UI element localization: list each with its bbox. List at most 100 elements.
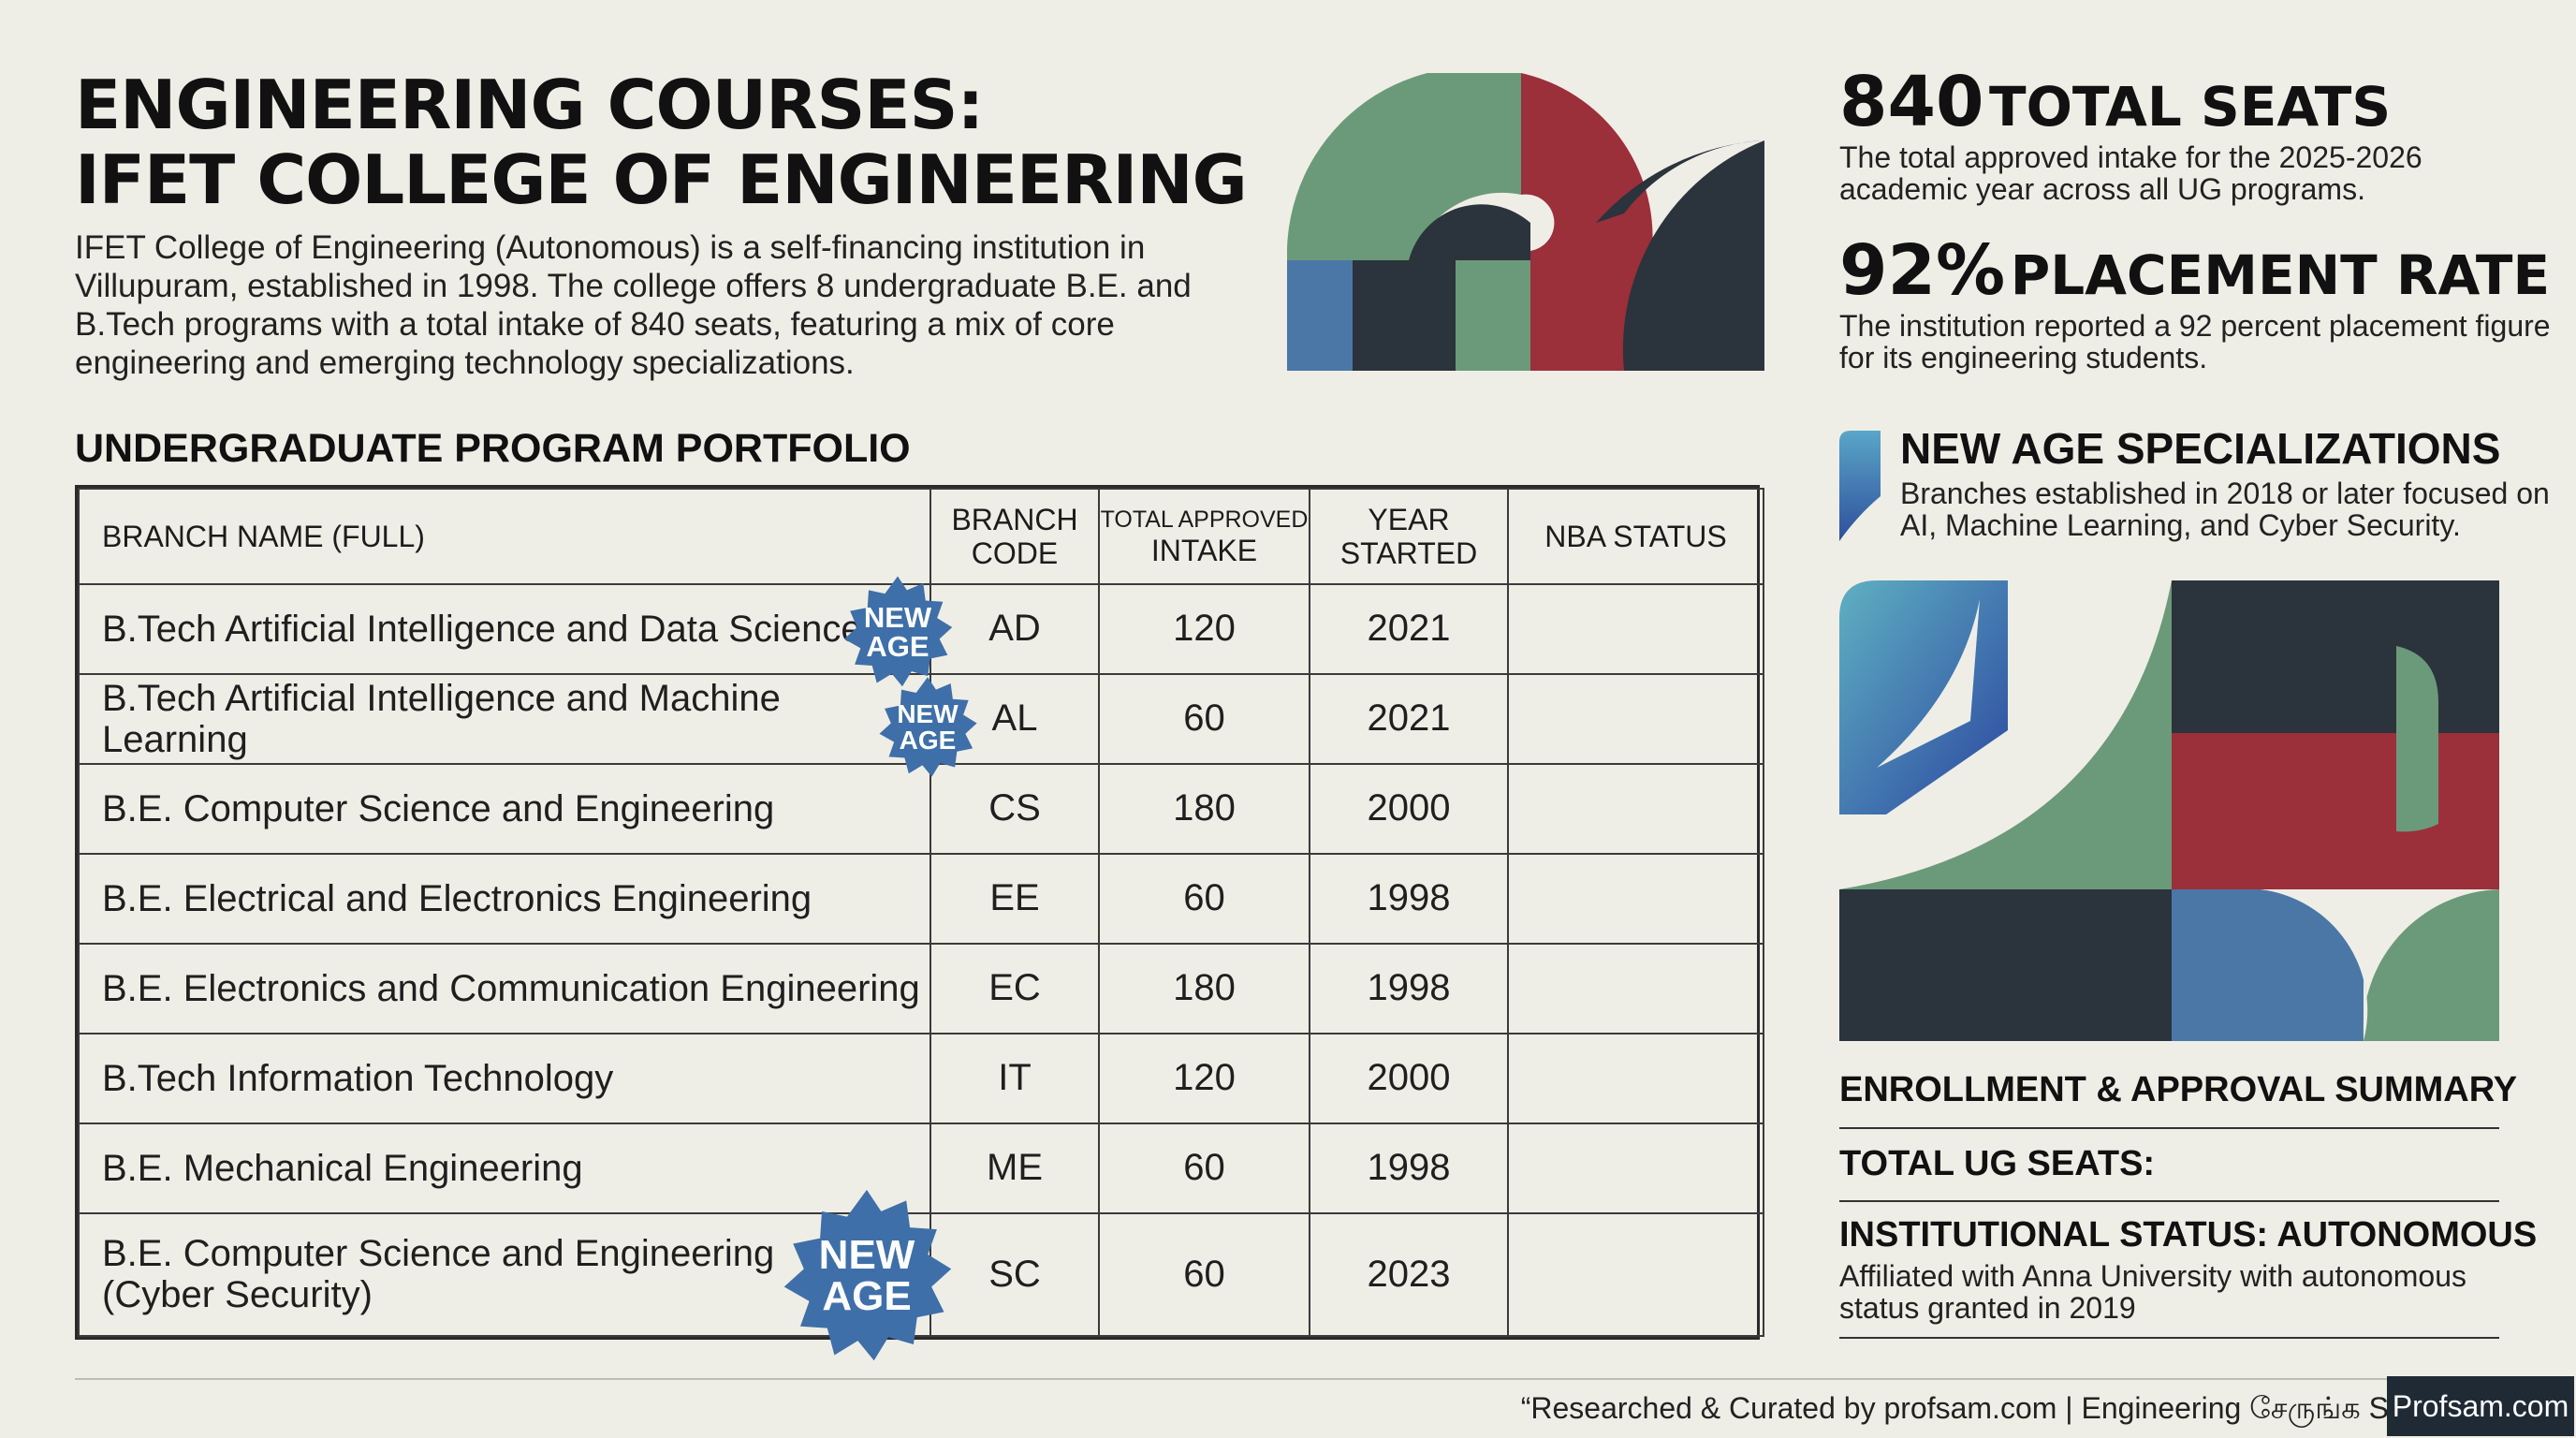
- badge-line2: AGE: [899, 725, 957, 755]
- branch-name: B.Tech Information Technology: [78, 1032, 931, 1124]
- total-seats-number: 840: [1839, 62, 1984, 142]
- new-age-badge: NEW AGE: [875, 675, 980, 780]
- year-started: 1998: [1309, 852, 1509, 945]
- placement-number: 92%: [1839, 230, 2006, 311]
- portfolio-heading: UNDERGRADUATE PROGRAM PORTFOLIO: [75, 426, 911, 471]
- col-header-branch-code-line1: BRANCH: [951, 503, 1078, 536]
- branch-name-text: B.Tech Artificial Intelligence and Machi…: [102, 677, 781, 760]
- col-header-intake: TOTAL APPROVED INTAKE: [1098, 488, 1310, 585]
- total-seats-desc: The total approved intake for the 2025-2…: [1839, 140, 2422, 206]
- badge-star-icon: [783, 1189, 952, 1360]
- branch-name-line2: (Cyber Security): [102, 1274, 373, 1316]
- profsam-logo[interactable]: Profsam.com: [2387, 1376, 2574, 1436]
- new-age-accent-icon: [1839, 431, 1881, 541]
- branch-code: AD: [929, 583, 1100, 675]
- col-header-intake-line1: TOTAL APPROVED: [1100, 506, 1309, 533]
- nba-status: [1507, 942, 1764, 1034]
- col-header-branch-code-line2: CODE: [971, 536, 1059, 570]
- total-seats-stat: 840 TOTAL SEATS: [1839, 62, 2391, 142]
- branch-code: SC: [929, 1211, 1100, 1338]
- nba-status: [1507, 583, 1764, 675]
- institutional-status-label: INSTITUTIONAL STATUS: AUTONOMOUS: [1839, 1215, 2538, 1255]
- summary-title: ENROLLMENT & APPROVAL SUMMARY: [1839, 1070, 2518, 1109]
- summary-divider: [1839, 1200, 2499, 1202]
- page-title: ENGINEERING COURSES: IFET COLLEGE OF ENG…: [75, 67, 1292, 217]
- year-started: 2023: [1309, 1211, 1509, 1338]
- branch-code: EE: [929, 852, 1100, 945]
- table-row: B.Tech Artificial Intelligence and Data …: [78, 576, 1764, 687]
- branch-name: B.E. Computer Science and Engineering (C…: [78, 1189, 952, 1360]
- year-started: 1998: [1309, 1122, 1509, 1214]
- table-row: B.E. Computer Science and Engineering (C…: [78, 1189, 1764, 1360]
- nba-status: [1507, 672, 1764, 765]
- branch-name: B.E. Mechanical Engineering: [78, 1122, 931, 1214]
- nba-status: [1507, 1122, 1764, 1214]
- summary-divider: [1839, 1337, 2499, 1339]
- table-row: B.E. Mechanical Engineering ME 60 1998: [78, 1122, 1764, 1214]
- placement-stat: 92% PLACEMENT RATE: [1839, 230, 2550, 311]
- badge-line1: NEW: [818, 1231, 915, 1278]
- col-header-branch-name: BRANCH NAME (FULL): [78, 488, 931, 585]
- nba-status: [1507, 1032, 1764, 1124]
- program-table: BRANCH NAME (FULL) BRANCH CODE TOTAL APP…: [75, 485, 1764, 1360]
- badge-star-icon: [843, 576, 953, 687]
- badge-line2: AGE: [866, 630, 929, 663]
- new-age-badge: NEW AGE: [777, 1186, 957, 1366]
- intro-paragraph: IFET College of Engineering (Autonomous)…: [75, 229, 1192, 381]
- year-started: 2021: [1309, 672, 1509, 765]
- year-started: 2000: [1309, 1032, 1509, 1124]
- institutional-status-desc: Affiliated with Anna University with aut…: [1839, 1259, 2466, 1325]
- decorative-block-graphic: [1839, 580, 2499, 1041]
- footer-credit: “Researched & Curated by profsam.com | E…: [1520, 1391, 2389, 1425]
- table-row: B.Tech Information Technology IT 120 200…: [78, 1032, 1764, 1124]
- intake: 180: [1098, 762, 1310, 855]
- branch-name: B.Tech Artificial Intelligence and Data …: [78, 576, 953, 687]
- branch-code: ME: [929, 1122, 1100, 1214]
- col-header-nba-status: NBA STATUS: [1507, 488, 1764, 585]
- col-header-year-line2: STARTED: [1339, 536, 1478, 570]
- title-line-1: ENGINEERING COURSES:: [75, 66, 984, 144]
- branch-name-text: B.Tech Artificial Intelligence and Data …: [102, 608, 862, 650]
- col-header-intake-line2: INTAKE: [1150, 534, 1258, 567]
- year-started: 2000: [1309, 762, 1509, 855]
- badge-label: NEW AGE: [875, 675, 980, 780]
- year-started: 1998: [1309, 942, 1509, 1034]
- intake: 60: [1098, 852, 1310, 945]
- nba-status: [1507, 852, 1764, 945]
- new-age-desc: Branches established in 2018 or later fo…: [1900, 477, 2550, 542]
- col-header-branch-code: BRANCH CODE: [929, 488, 1100, 585]
- badge-star-icon: [879, 677, 977, 777]
- nba-status: [1507, 1211, 1764, 1338]
- branch-name: B.Tech Artificial Intelligence and Machi…: [78, 672, 977, 777]
- badge-label: NEW AGE: [840, 574, 956, 690]
- col-header-year-line1: YEAR: [1368, 503, 1450, 536]
- branch-code: CS: [929, 762, 1100, 855]
- table-header-row: BRANCH NAME (FULL) BRANCH CODE TOTAL APP…: [78, 488, 1764, 585]
- title-line-2: IFET COLLEGE OF ENGINEERING: [75, 140, 1248, 219]
- nba-status: [1507, 762, 1764, 855]
- intake: 120: [1098, 1032, 1310, 1124]
- new-age-title: NEW AGE SPECIALIZATIONS: [1900, 424, 2501, 473]
- intake: 120: [1098, 583, 1310, 675]
- placement-desc: The institution reported a 92 percent pl…: [1839, 309, 2551, 374]
- branch-code: IT: [929, 1032, 1100, 1124]
- total-seats-label: TOTAL SEATS: [1989, 75, 2392, 139]
- footer-divider: [75, 1378, 2501, 1380]
- badge-line1: NEW: [863, 601, 932, 634]
- table-row: B.Tech Artificial Intelligence and Machi…: [78, 672, 1764, 777]
- badge-label: NEW AGE: [777, 1186, 957, 1366]
- summary-divider: [1839, 1127, 2499, 1129]
- total-ug-seats-label: TOTAL UG SEATS:: [1839, 1144, 2156, 1183]
- year-started: 2021: [1309, 583, 1509, 675]
- placement-label: PLACEMENT RATE: [2010, 243, 2551, 307]
- intake: 60: [1098, 1122, 1310, 1214]
- table-row: B.E. Electrical and Electronics Engineer…: [78, 852, 1764, 945]
- table-row: B.E. Electronics and Communication Engin…: [78, 942, 1764, 1034]
- intake: 60: [1098, 1211, 1310, 1338]
- branch-name: B.E. Electronics and Communication Engin…: [78, 942, 931, 1034]
- table-row: B.E. Computer Science and Engineering CS…: [78, 762, 1764, 855]
- branch-name: B.E. Electrical and Electronics Engineer…: [78, 852, 931, 945]
- col-header-year: YEAR STARTED: [1309, 488, 1509, 585]
- badge-line2: AGE: [822, 1272, 912, 1319]
- intake: 180: [1098, 942, 1310, 1034]
